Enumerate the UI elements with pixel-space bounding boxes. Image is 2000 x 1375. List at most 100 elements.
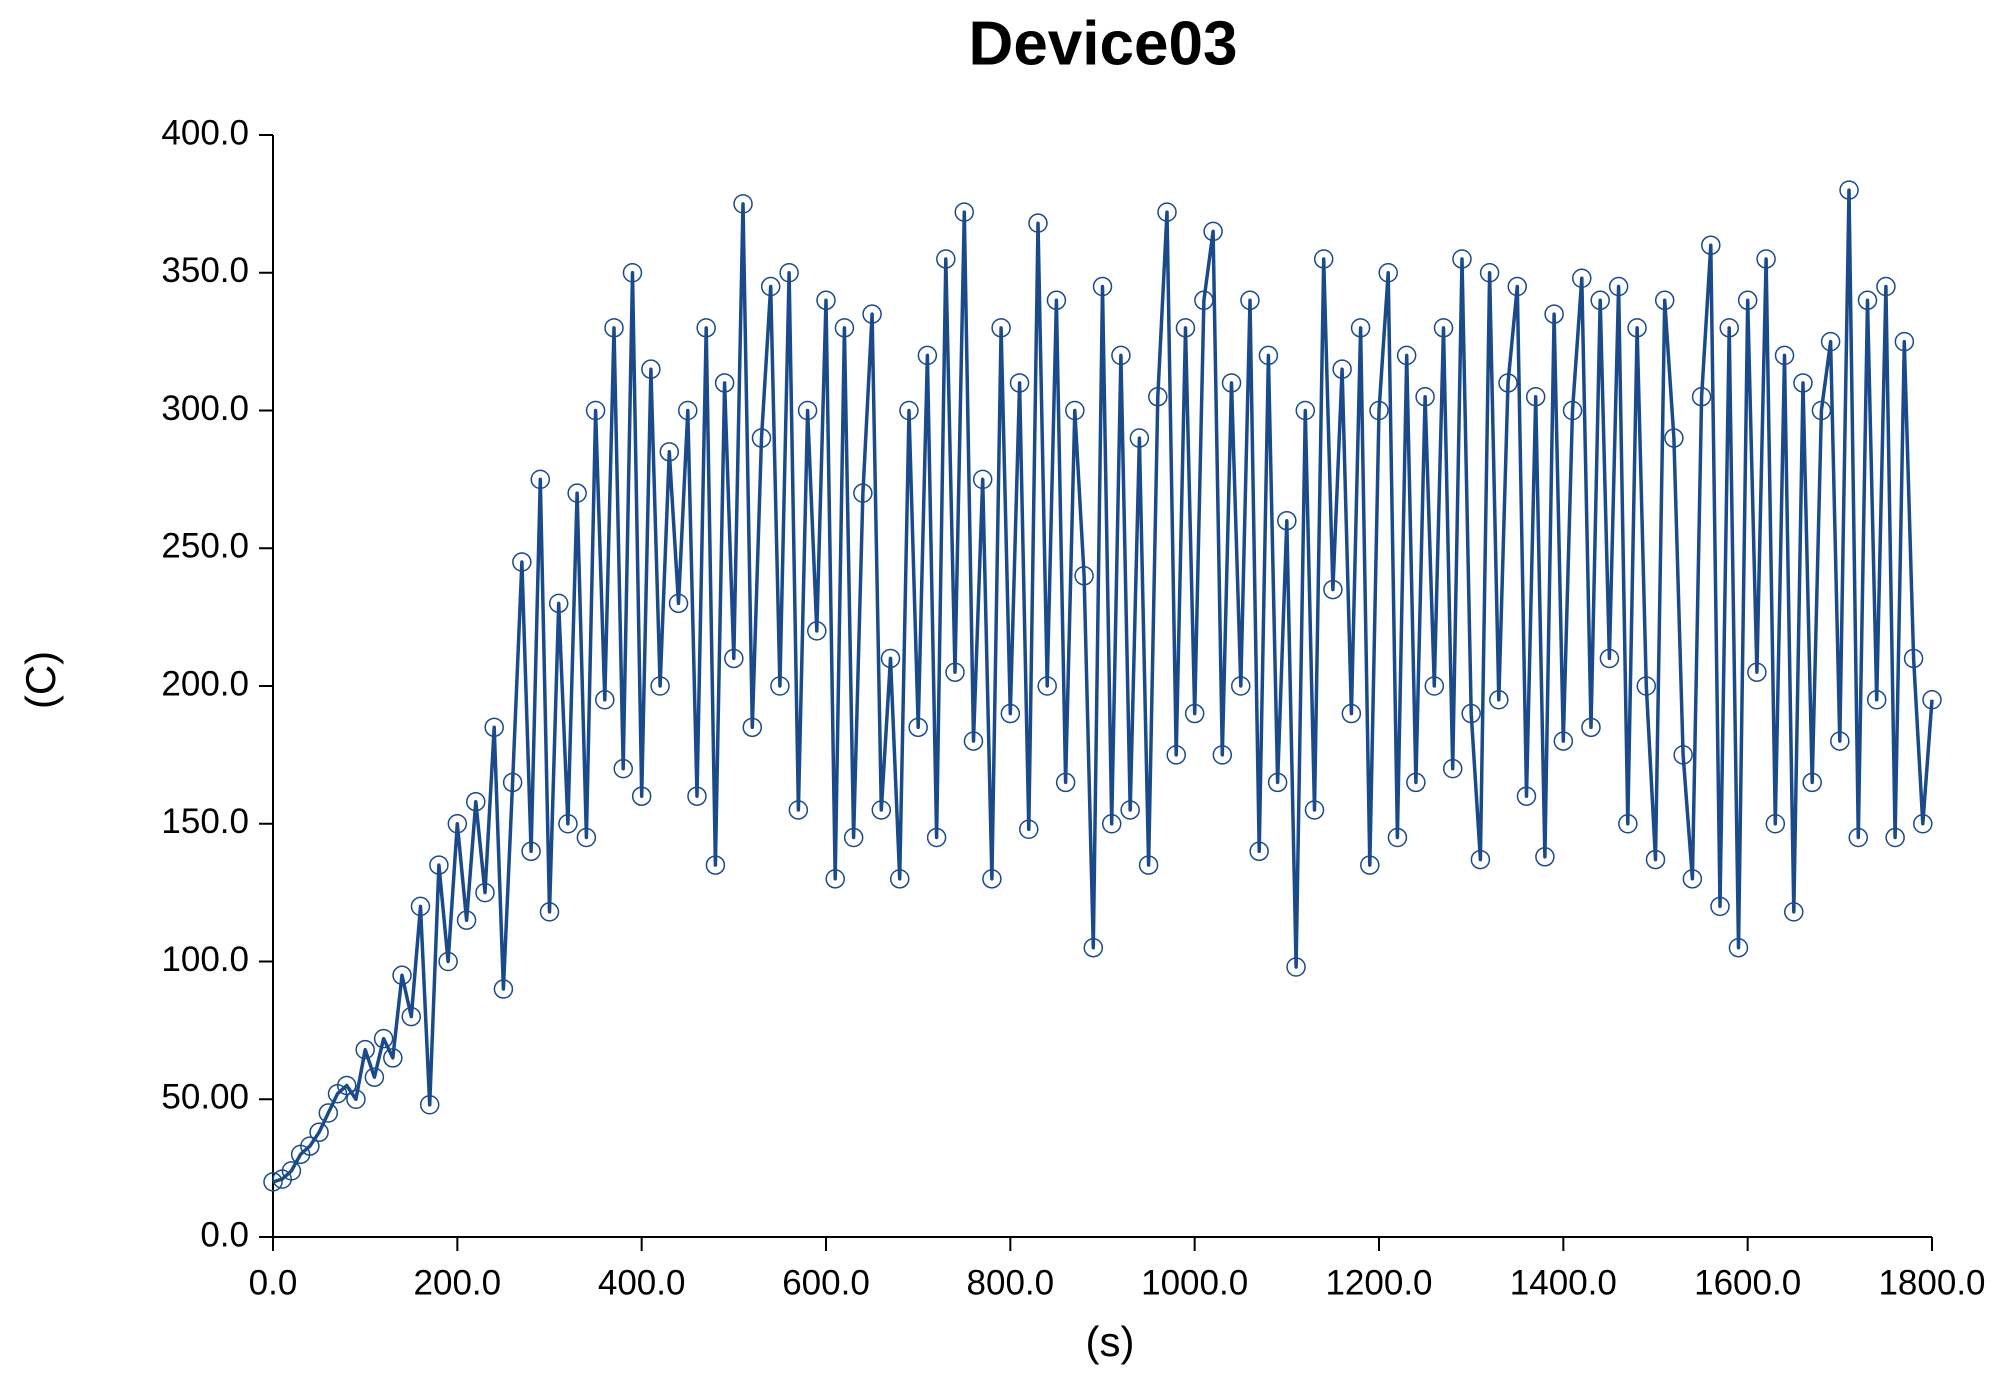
data-point <box>373 1028 394 1049</box>
data-point <box>502 772 523 793</box>
data-point <box>1857 290 1878 311</box>
data-point <box>659 442 680 462</box>
data-point <box>1654 290 1675 311</box>
data-point <box>714 373 735 393</box>
data-point <box>300 1136 320 1156</box>
data-point <box>631 786 652 806</box>
data-point <box>1396 345 1417 366</box>
data-point <box>456 910 477 930</box>
data-point <box>1802 772 1822 793</box>
x-tick-label: 0.0 <box>249 1263 298 1302</box>
data-point <box>1000 703 1021 724</box>
data-point <box>622 263 643 283</box>
data-point <box>1544 304 1564 324</box>
data-point <box>493 979 514 999</box>
data-point <box>512 552 532 572</box>
data-point <box>1636 676 1657 696</box>
x-tick-label: 600.0 <box>782 1263 870 1302</box>
data-point <box>1489 690 1509 710</box>
data-point <box>1876 276 1896 297</box>
data-point <box>1323 579 1343 600</box>
data-point <box>1673 745 1693 765</box>
data-point <box>1129 428 1150 448</box>
data-point <box>1203 221 1223 242</box>
data-point <box>1922 690 1942 710</box>
data-point <box>1092 276 1113 297</box>
data-point <box>595 690 615 710</box>
data-point <box>788 800 809 820</box>
data-point <box>1811 400 1832 421</box>
data-point <box>1608 276 1629 297</box>
data-point <box>1313 249 1334 269</box>
data-point <box>871 800 892 820</box>
data-point <box>991 318 1011 338</box>
chart-title: Device03 <box>969 9 1238 78</box>
data-point <box>1774 345 1795 366</box>
y-tick-label: 400.0 <box>161 113 249 152</box>
data-point <box>733 194 753 214</box>
data-point <box>1894 331 1915 352</box>
data-point <box>1074 566 1094 586</box>
data-point <box>558 814 578 834</box>
data-point <box>1452 249 1472 269</box>
data-point <box>1415 386 1435 407</box>
data-point <box>1747 662 1767 682</box>
data-point <box>1231 676 1251 696</box>
data-point <box>724 648 744 669</box>
data-point <box>447 814 468 834</box>
data-point <box>1249 841 1269 862</box>
data-point <box>1120 800 1140 820</box>
y-tick-label: 0.0 <box>200 1215 249 1254</box>
data-point <box>475 882 495 903</box>
data-point <box>899 400 919 421</box>
data-point <box>567 483 587 503</box>
data-point <box>807 621 827 641</box>
data-point <box>972 469 993 490</box>
data-point <box>678 400 698 421</box>
data-point <box>1019 819 1039 840</box>
data-point <box>770 676 790 696</box>
y-tick-label: 100.0 <box>161 940 249 979</box>
data-point <box>1166 745 1186 765</box>
data-point <box>1148 386 1168 407</box>
data-point <box>1341 703 1362 724</box>
data-point <box>1627 318 1647 338</box>
data-point <box>401 1006 421 1027</box>
data-point <box>281 1161 302 1181</box>
data-point <box>1820 331 1841 352</box>
data-point <box>1553 731 1574 751</box>
data-point <box>1101 814 1122 834</box>
y-tick-label: 200.0 <box>161 664 249 703</box>
data-point <box>1028 213 1048 233</box>
data-point <box>1461 703 1481 724</box>
data-point <box>843 827 864 848</box>
data-point <box>1535 847 1555 867</box>
data-point <box>1728 937 1749 958</box>
x-tick-label: 1000.0 <box>1141 1263 1248 1302</box>
data-point <box>982 869 1002 889</box>
data-point <box>1083 937 1104 958</box>
data-point <box>1332 359 1352 379</box>
data-point <box>346 1089 366 1109</box>
data-point <box>1664 428 1684 448</box>
data-point <box>1581 717 1601 738</box>
data-point <box>1756 249 1776 269</box>
data-point <box>392 965 412 986</box>
data-point <box>1572 268 1592 289</box>
data-point <box>1710 896 1730 917</box>
data-point <box>1267 772 1288 793</box>
y-tick-label: 50.00 <box>161 1078 249 1117</box>
data-point <box>1618 814 1638 834</box>
data-point <box>263 1172 283 1192</box>
data-point <box>963 731 984 751</box>
data-point <box>1793 373 1813 393</box>
data-point <box>1442 758 1463 779</box>
data-point <box>936 249 956 269</box>
data-point <box>816 290 836 311</box>
data-point <box>1470 849 1491 870</box>
data-point <box>1184 703 1205 724</box>
data-point <box>1111 345 1131 366</box>
data-point <box>604 318 624 338</box>
data-point <box>1406 772 1426 793</box>
